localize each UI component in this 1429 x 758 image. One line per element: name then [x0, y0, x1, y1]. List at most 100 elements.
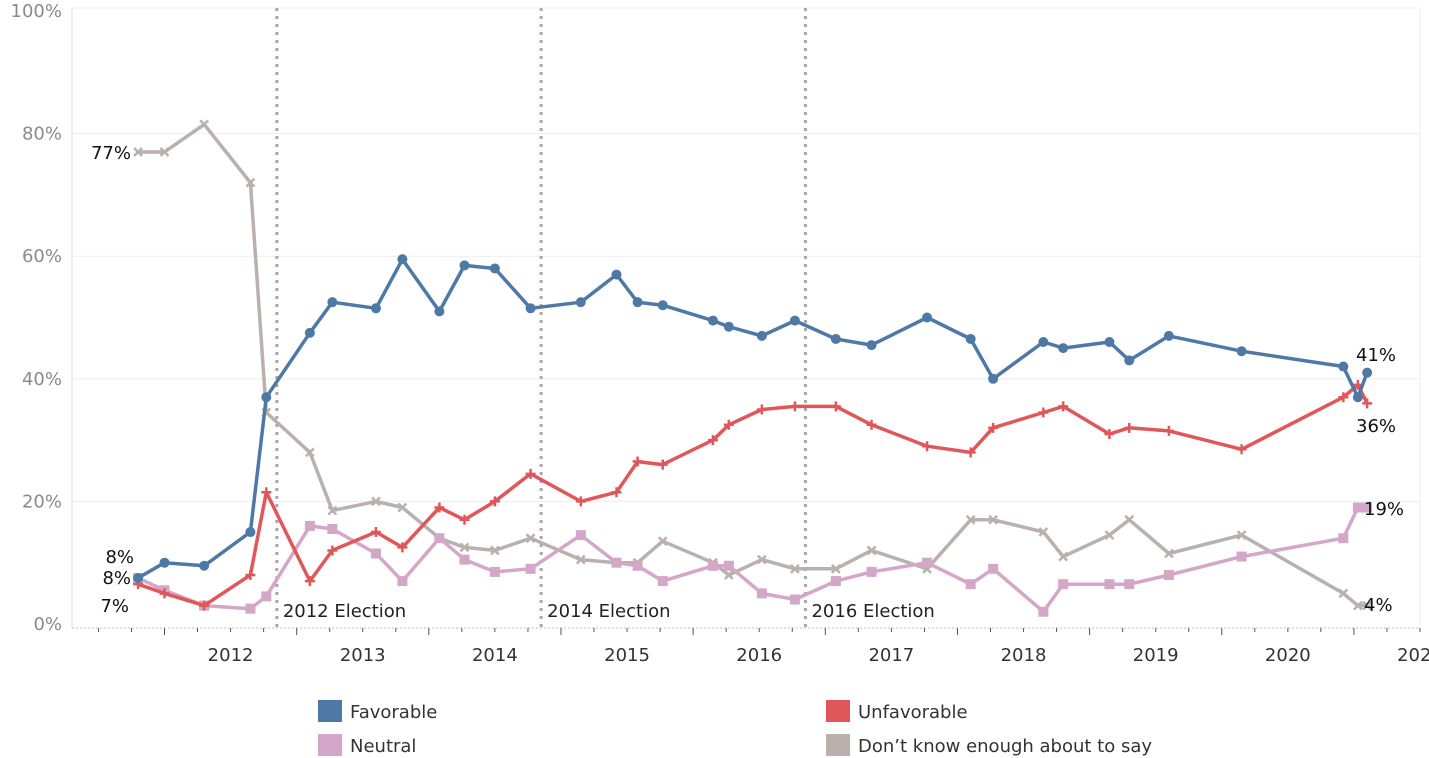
data-point [575, 496, 586, 507]
data-point [988, 373, 999, 384]
x-tick-label: 2012 [208, 645, 254, 666]
data-point [159, 147, 170, 157]
data-point [1038, 407, 1049, 418]
data-point [830, 576, 841, 587]
data-point [707, 560, 718, 571]
data-point [261, 487, 272, 498]
x-tick-label: 2020 [1265, 645, 1311, 666]
legend-swatch [826, 700, 850, 722]
data-point [327, 523, 338, 534]
data-point [1038, 527, 1049, 537]
data-point [789, 594, 800, 605]
data-point [1236, 346, 1247, 357]
data-point [245, 603, 256, 614]
data-point [723, 321, 734, 332]
x-tick-label: 2014 [472, 645, 518, 666]
data-point [1338, 533, 1349, 544]
data-point [1104, 337, 1115, 348]
data-point [707, 435, 718, 446]
election-label: 2016 Election [811, 601, 934, 622]
legend-swatch [318, 700, 342, 722]
data-point [611, 557, 622, 568]
data-point [261, 591, 272, 602]
data-point [632, 456, 643, 467]
election-label: 2012 Election [283, 601, 406, 622]
legend-item: Neutral [318, 734, 416, 757]
series-3 [133, 119, 1373, 611]
start-value-label: 8% [105, 547, 134, 568]
legend-swatch [826, 734, 850, 756]
data-point [1163, 330, 1174, 341]
data-point [304, 447, 315, 458]
data-point [723, 570, 734, 580]
data-point [922, 312, 933, 323]
x-tick-label: 2017 [868, 645, 914, 666]
y-tick-label: 60% [22, 246, 62, 267]
data-point [489, 566, 500, 577]
data-point [830, 563, 841, 574]
data-point [1362, 600, 1373, 611]
data-point [397, 576, 408, 587]
data-point [723, 419, 734, 430]
data-point [459, 514, 470, 525]
data-point [657, 536, 668, 547]
data-point [965, 514, 976, 525]
start-value-label: 8% [102, 568, 131, 589]
data-point [1124, 355, 1135, 366]
data-point [988, 422, 999, 433]
data-point [245, 177, 256, 188]
gridlines [72, 133, 1420, 502]
series-1 [133, 379, 1373, 611]
legend-item: Unfavorable [826, 700, 968, 723]
end-value-label: 19% [1364, 499, 1404, 520]
data-point [1104, 428, 1115, 439]
data-point [1338, 588, 1349, 599]
data-point [575, 530, 586, 541]
x-tick-labels: 2012 2013 2014 2015 2016 2017 2018 2019 2020 2021 [97, 628, 1429, 666]
series-0 [133, 254, 1373, 584]
data-point [327, 505, 338, 516]
legend-swatch [318, 734, 342, 756]
data-point [1038, 337, 1049, 348]
data-point [327, 545, 338, 556]
data-point [1338, 361, 1349, 372]
data-point [922, 557, 933, 568]
data-point [866, 340, 877, 351]
x-tick-label: 2018 [1001, 645, 1047, 666]
data-point [1362, 398, 1373, 409]
data-point [1236, 530, 1247, 540]
data-point [1163, 569, 1174, 580]
y-tick-label: 0% [33, 614, 62, 635]
data-point [159, 557, 170, 568]
data-point [657, 576, 668, 587]
data-point [632, 560, 643, 571]
data-point [434, 306, 445, 317]
data-point [489, 496, 500, 507]
x-tick-label: 2013 [340, 645, 386, 666]
legend-label: Favorable [350, 702, 437, 723]
y-tick-label: 100% [11, 1, 62, 22]
data-point [789, 401, 800, 412]
data-point [261, 392, 272, 403]
legend-label: Unfavorable [858, 702, 968, 723]
data-point [159, 588, 170, 599]
data-point [866, 419, 877, 430]
data-point [1124, 514, 1135, 525]
series-lines [133, 119, 1373, 617]
data-point [397, 254, 408, 265]
data-point [789, 315, 800, 326]
series-2 [133, 502, 1373, 617]
data-point [756, 588, 767, 599]
data-point [723, 560, 734, 571]
data-point [1104, 579, 1115, 590]
legend-label: Don’t know enough about to say [858, 736, 1152, 757]
data-point [133, 147, 143, 157]
start-value-label: 77% [91, 143, 131, 164]
data-point [459, 554, 470, 565]
data-point [866, 545, 877, 556]
data-point [525, 563, 536, 574]
axes [71, 7, 1421, 629]
end-value-label: 4% [1364, 595, 1393, 616]
x-tick-label: 2019 [1133, 645, 1179, 666]
